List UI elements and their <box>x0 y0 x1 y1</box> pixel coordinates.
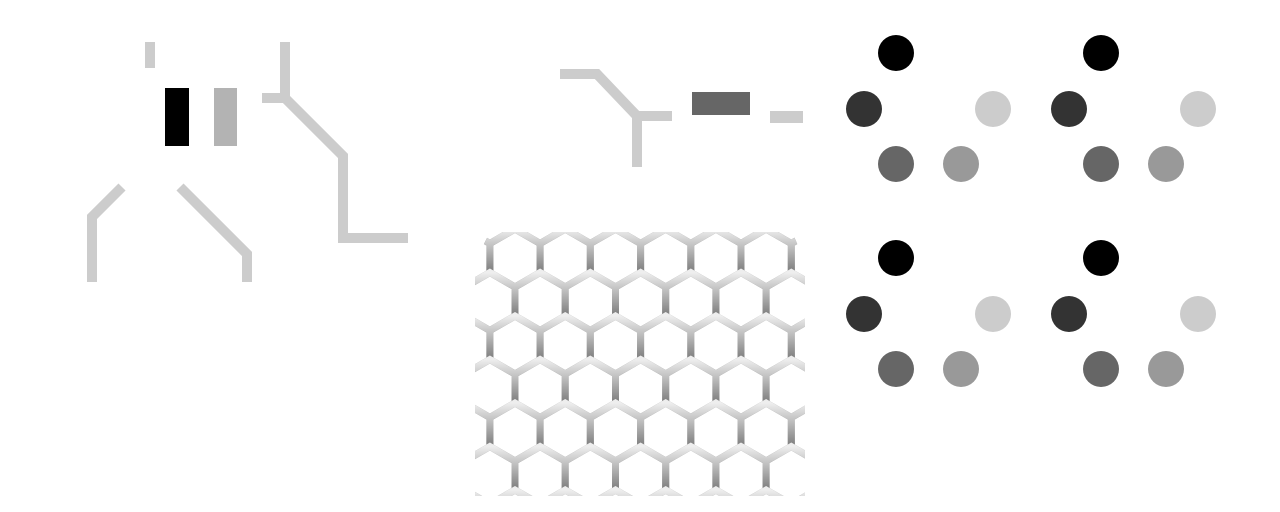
connector-trace <box>560 69 642 167</box>
hex-cell <box>536 485 594 496</box>
honeycomb-grid-icon <box>475 186 967 512</box>
dot-mid <box>1148 146 1184 182</box>
dot-light <box>975 296 1011 332</box>
hex-cell <box>787 311 805 379</box>
dot-cluster <box>1051 240 1216 387</box>
hex-cell <box>892 403 942 461</box>
dot-cluster <box>1051 35 1216 182</box>
hex-cell <box>917 186 967 244</box>
hex-cell <box>816 186 866 244</box>
circuit-traces-icon <box>87 42 408 282</box>
trace-right-long <box>280 42 408 243</box>
dot-dark <box>1051 91 1087 127</box>
dot-black <box>1083 240 1119 276</box>
hex-cell <box>787 485 805 496</box>
dot-cluster-icon <box>846 35 1216 387</box>
dot-black <box>878 35 914 71</box>
dot-mid <box>943 351 979 387</box>
dark-gray-block <box>692 92 750 115</box>
hex-cell <box>762 442 805 496</box>
dot-dark <box>1051 296 1087 332</box>
resistor-gray <box>214 88 237 146</box>
hex-cell <box>867 447 917 505</box>
branch-connector-icon <box>560 69 803 167</box>
hex-cell <box>917 447 967 505</box>
hex-cell <box>687 485 745 496</box>
dot-dark <box>846 91 882 127</box>
hex-cell <box>892 490 942 512</box>
trace-middle-down <box>176 183 252 282</box>
dot-black <box>1083 35 1119 71</box>
hex-cell <box>475 485 494 496</box>
dot-light <box>1180 91 1216 127</box>
hex-cell <box>637 485 695 496</box>
hex-cell <box>737 485 795 496</box>
dot-mid-dark <box>878 351 914 387</box>
dot-mid-dark <box>1083 351 1119 387</box>
hex-cell <box>816 447 866 505</box>
dot-black <box>878 240 914 276</box>
small-gray-bar <box>770 111 803 123</box>
hex-cell <box>816 360 866 418</box>
hex-cell <box>917 273 967 331</box>
hex-cell <box>486 485 544 496</box>
dot-light <box>1180 296 1216 332</box>
hex-cell <box>586 485 645 496</box>
hex-cell <box>867 186 917 244</box>
hex-cell <box>842 490 892 512</box>
dot-mid <box>1148 351 1184 387</box>
resistor-black <box>165 88 189 146</box>
dot-mid-dark <box>878 146 914 182</box>
dot-dark <box>846 296 882 332</box>
dot-cluster <box>846 35 1011 182</box>
dot-mid-dark <box>1083 146 1119 182</box>
dot-cluster <box>846 240 1011 387</box>
hex-cell <box>842 403 892 461</box>
dot-light <box>975 91 1011 127</box>
hex-cell <box>787 398 805 466</box>
dot-mid <box>943 146 979 182</box>
hex-cell <box>787 232 805 292</box>
trace-left-down <box>87 183 126 282</box>
